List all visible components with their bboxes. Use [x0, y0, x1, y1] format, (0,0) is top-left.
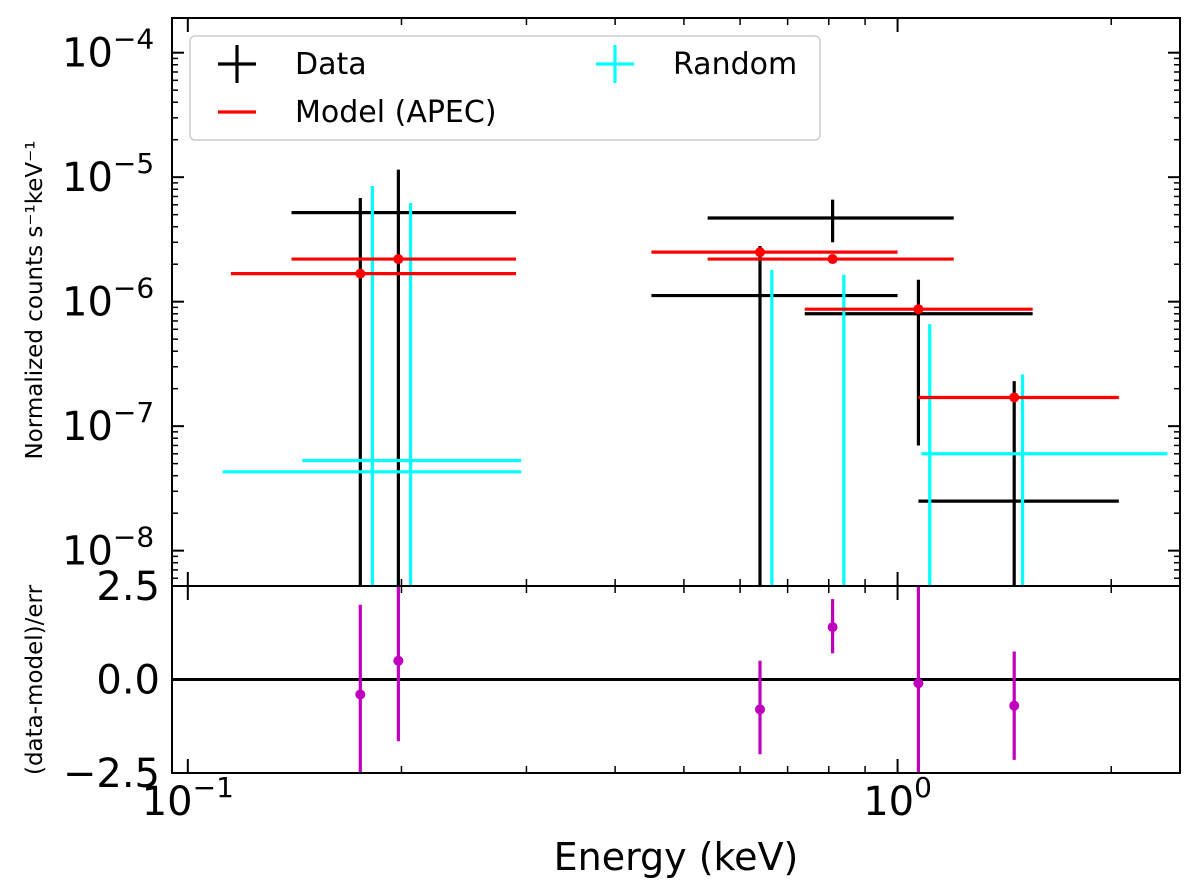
model-point-1 [393, 254, 404, 265]
spectrum-ytick-label-1: 10−7 [62, 396, 154, 450]
residual-ytick-label-1: 0.0 [96, 658, 160, 704]
spectrum-panel: 10−8 10−7 10−6 10−5 10−4 [62, 17, 1181, 773]
residual-point-0 [355, 689, 366, 700]
series-model [230, 247, 1119, 403]
model-point-2 [754, 247, 765, 258]
residual-point-1 [393, 655, 404, 666]
legend: Data Model (APEC) Random [189, 35, 821, 141]
residual-y-axis-label: (data-model)/err [22, 584, 48, 775]
residual-ytick-label-0: −2.5 [63, 751, 160, 797]
series-data [291, 169, 1119, 586]
spectrum-y-axis-label: Normalized counts s⁻¹keV⁻¹ [22, 140, 48, 459]
spectrum-ytick-label-0: 10−8 [62, 521, 154, 575]
spectrum-ytick-label-2: 10−6 [62, 272, 154, 326]
model-point-0 [355, 268, 366, 279]
legend-box [189, 35, 821, 141]
xtick-label-1: 100 [863, 771, 932, 825]
residual-point-5 [1009, 700, 1020, 711]
model-point-3 [827, 254, 838, 265]
xtick-label-0: 10−1 [142, 771, 234, 825]
model-point-4 [913, 304, 924, 315]
spectrum-marks [222, 169, 1168, 586]
spectrum-ytick-label-4: 10−4 [62, 23, 154, 77]
legend-label-random: Random [673, 47, 797, 82]
spectrum-ytick-label-3: 10−5 [62, 147, 154, 201]
series-random [222, 185, 1168, 586]
residual-marks [355, 586, 1020, 773]
residual-panel: −2.5 0.0 2.5 10−1 100 [63, 564, 1181, 825]
residual-point-3 [827, 622, 838, 633]
residual-point-2 [754, 704, 765, 715]
model-point-5 [1009, 392, 1020, 403]
legend-label-data: Data [295, 47, 367, 82]
residual-ytick-label-2: 2.5 [96, 564, 160, 610]
legend-label-model: Model (APEC) [295, 95, 497, 130]
x-axis-label: Energy (keV) [554, 835, 799, 879]
residual-point-4 [913, 678, 924, 689]
